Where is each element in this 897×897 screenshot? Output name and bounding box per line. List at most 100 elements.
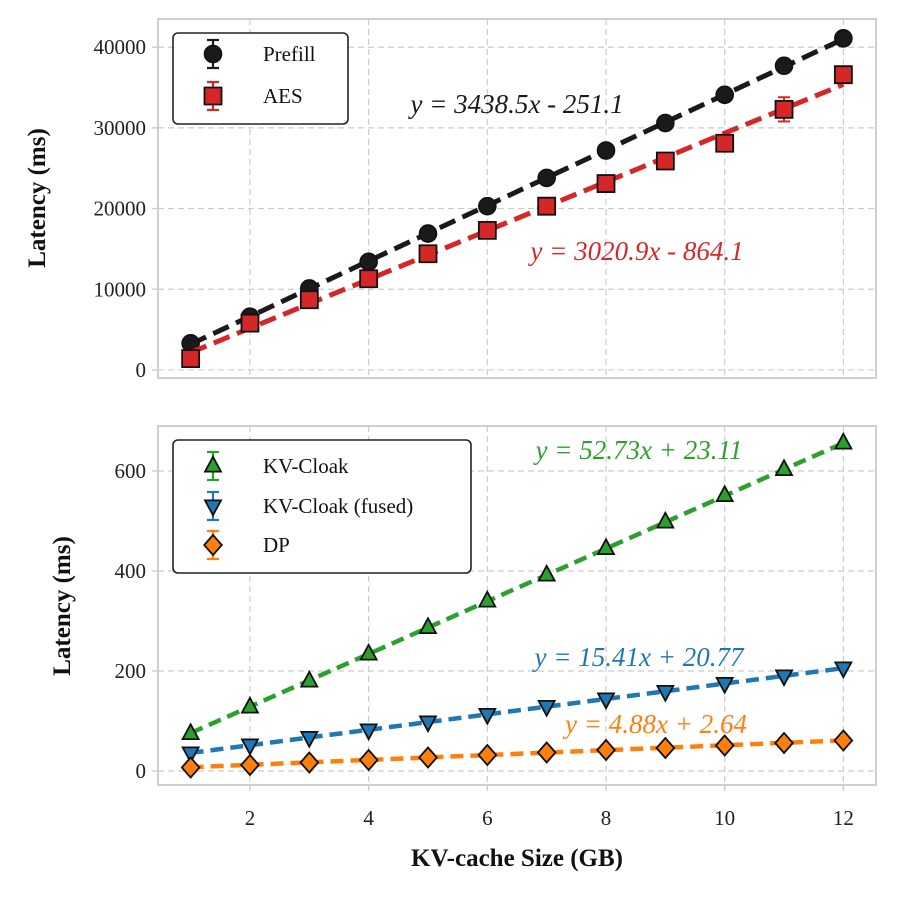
y-tick-label: 0 [136,358,147,382]
kv-cloak-fused-point [299,731,319,749]
kv-cloak-point [596,537,616,555]
dp-fit-line [190,738,844,770]
top-panel: 0 10000 20000 30000 40000 Latency (ms) y = 3… [24,18,877,382]
dp-point [299,751,320,774]
dp-legend-label: DP [263,533,290,557]
dp-point [774,731,795,755]
kv-cloak-fused-point [833,661,853,680]
aes-point [715,133,735,153]
x-axis-label: KV-cache Size (GB) [411,845,623,872]
dp-point [655,736,676,760]
kv-cloak-fused-fit-line [190,665,844,756]
dp-point [596,738,617,762]
legend-box [172,439,472,574]
kv-cloak-point [715,484,735,502]
aes-point [833,65,853,85]
dp-point [833,729,854,752]
top-equations: y = 3438.5x - 251.1 y = 3020.9x - 864.1 [407,89,743,266]
x-tick-label: 12 [833,806,854,830]
prefill-point [715,85,734,105]
kv-cloak-fused-point [774,669,794,688]
prefill-point [478,196,497,216]
kv-cloak-point [477,589,497,608]
y-tick-label: 30000 [94,116,147,140]
kv-cloak-point [537,563,557,582]
top-y-axis-label: Latency (ms) [24,128,51,268]
dp-point [180,756,201,779]
dp-point [714,734,735,757]
kv-cloak-point [655,510,675,529]
y-tick-label: 400 [115,559,147,583]
prefill-point [418,224,438,243]
eq-prefill: y = 3438.5x - 251.1 [407,89,623,119]
aes-legend-marker [203,86,223,106]
aes-point [240,313,260,333]
x-tick-label: 10 [714,806,735,830]
kv-cloak-point [240,695,260,714]
kv-cloak-fused-point [655,685,675,703]
aes-point [181,349,201,369]
kv-cloak-point [833,431,853,450]
prefill-point [834,29,853,48]
aes-fit-line [189,82,845,355]
kv-cloak-fused-point [359,723,379,742]
y-tick-label: 600 [115,459,147,483]
bottom-legend: KV-Cloak KV-Cloak (fused) DP [172,439,472,574]
legend-box [172,32,349,125]
kv-cloak-fused-point [181,746,201,765]
x-tick-label: 8 [601,806,612,830]
y-tick-label: 10000 [94,277,147,301]
aes-legend-label: AES [263,84,303,108]
prefill-point [596,141,616,160]
bottom-y-axis-label: Latency (ms) [49,536,76,676]
bottom-plot-frame [157,425,877,786]
bottom-series [180,431,854,779]
aes-point [655,151,675,171]
y-tick-label: 20000 [94,197,147,221]
kv-cloak-fused-legend-label: KV-Cloak (fused) [263,494,413,518]
eq-kv-cloak: y = 52.73x + 23.11 [533,435,743,465]
y-tick-label: 200 [115,659,147,683]
prefill-legend-label: Prefill [263,42,316,66]
aes-point [596,174,616,193]
kv-cloak-legend-marker [203,454,223,473]
aes-point [299,290,319,310]
aes-point [418,244,438,264]
kv-cloak-fused-point [537,700,557,718]
prefill-point [656,113,675,133]
eq-kv-cloak-fused: y = 15.41x + 20.77 [532,642,745,672]
dp-point [477,743,498,767]
x-tick-label: 2 [245,806,256,830]
eq-aes: y = 3020.9x - 864.1 [527,236,743,266]
dp-point [239,753,260,777]
kv-cloak-fused-point [715,677,735,695]
kv-cloak-fused-point [477,708,497,726]
prefill-point [537,168,556,188]
aes-point [477,220,497,240]
prefill-legend-marker [203,44,223,64]
prefill-fit-line [189,36,845,347]
x-tick-label: 4 [363,806,374,830]
eq-dp: y = 4.88x + 2.64 [562,709,747,739]
top-plot-frame [157,18,877,379]
kv-cloak-point [181,722,201,740]
aes-point [537,196,557,216]
aes-point [359,269,379,289]
kv-cloak-fused-point [596,692,616,711]
bottom-panel: 0 200 400 600 2 4 6 8 10 12 Latency (ms) KV-cach… [49,425,877,872]
kv-cloak-fused-point [418,715,438,734]
prefill-point [359,252,378,272]
kv-cloak-point [774,458,794,476]
prefill-point [774,56,794,76]
y-tick-label: 0 [136,759,147,783]
y-tick-label: 40000 [94,35,147,59]
x-tick-label: 6 [482,806,493,830]
aes-point [774,99,794,119]
bottom-y-ticks: 0 200 400 600 [115,459,158,783]
dp-point [417,746,438,769]
dp-legend-marker [203,533,223,557]
top-series [181,29,853,369]
top-legend: Prefill AES [172,32,349,125]
dp-point [536,741,557,764]
